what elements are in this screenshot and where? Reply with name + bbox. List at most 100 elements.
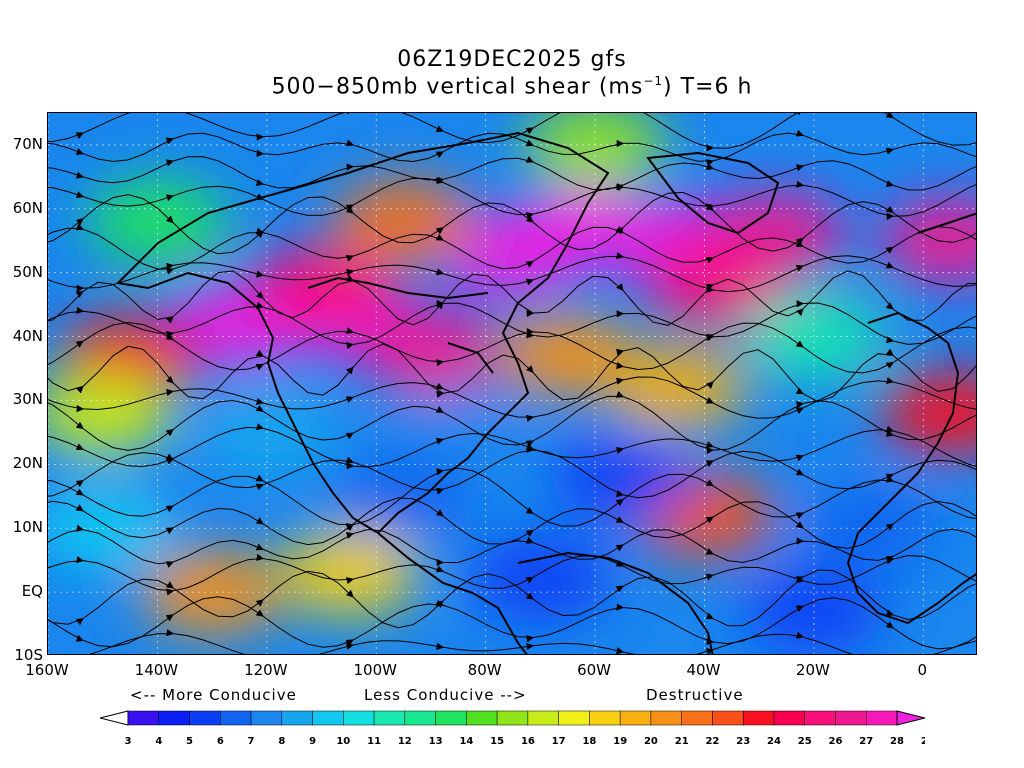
streamline-arrow <box>435 176 445 184</box>
streamline-arrow <box>436 600 445 607</box>
colorbar-swatch <box>220 710 252 726</box>
streamline-arrow <box>76 421 84 430</box>
streamline-arrow <box>165 505 174 512</box>
streamline-arrow <box>525 507 534 514</box>
colorbar-tick-label: 5 <box>186 736 193 747</box>
streamline-arrow <box>256 599 264 607</box>
streamline-arrow <box>886 377 895 384</box>
streamline-arrow <box>886 425 895 433</box>
streamline-arrow <box>76 617 84 625</box>
colorbar-tick-label: 26 <box>829 736 843 747</box>
lon-label: 80W <box>467 661 502 679</box>
lat-label: 20N <box>12 454 43 473</box>
streamline-arrow <box>166 629 175 637</box>
streamline-arrow <box>345 432 355 440</box>
lat-label: 30N <box>12 390 43 409</box>
streamline-arrow <box>615 544 624 552</box>
streamline-arrow <box>76 524 85 532</box>
streamline-arrow <box>796 401 805 409</box>
colorbar-swatch <box>650 710 682 726</box>
streamline-arrow <box>796 632 805 639</box>
streamline-arrow <box>435 406 445 413</box>
colorbar-swatch <box>496 710 529 726</box>
streamline-arrow <box>706 446 715 454</box>
streamline-arrow <box>616 447 625 454</box>
streamline-arrow <box>616 310 625 318</box>
streamline-arrow <box>886 147 895 155</box>
colorbar-swatch <box>865 710 898 726</box>
streamline-arrow <box>616 498 624 506</box>
streamline-arrow <box>706 612 715 620</box>
streamline-arrow <box>616 348 625 356</box>
colorbar-tick-label: 16 <box>521 736 535 747</box>
colorbar-swatch <box>742 710 775 726</box>
streamline-arrow <box>346 342 355 350</box>
streamline-arrow <box>525 127 534 134</box>
streamline-arrow <box>166 159 175 167</box>
colorbar-tick-label: 8 <box>278 736 285 747</box>
streamline-arrow <box>346 113 350 115</box>
colorbar-swatch <box>189 710 221 726</box>
streamline-arrow <box>616 252 625 260</box>
streamline-arrow <box>256 227 265 235</box>
streamline-arrow <box>76 284 85 292</box>
streamline-arrow <box>706 144 715 152</box>
lat-label: 10S <box>14 646 43 664</box>
streamline-arrow <box>705 441 715 448</box>
streamline-arrow <box>796 537 805 545</box>
streamline-arrow <box>346 206 354 214</box>
colorbar-swatch <box>773 710 805 726</box>
streamline-arrow <box>436 268 445 276</box>
streamline-arrow <box>345 396 355 403</box>
streamline-arrow <box>616 603 625 611</box>
colorbar-tick-label: 6 <box>217 736 224 747</box>
streamline-arrow <box>345 255 355 262</box>
streamline-arrow <box>166 215 174 224</box>
streamline <box>48 177 976 217</box>
streamline-arrow <box>706 573 715 581</box>
colorbar-swatch <box>343 710 375 726</box>
streamline-arrow <box>616 647 625 654</box>
subtitle-superscript: −1 <box>643 74 664 88</box>
streamline-arrow <box>165 561 175 568</box>
colorbar-tick-label: 25 <box>798 736 812 747</box>
streamline-arrow <box>75 488 84 496</box>
streamline-arrow <box>166 376 174 384</box>
colorbar-swatch <box>127 710 160 726</box>
colorbar-swatch <box>312 710 344 726</box>
colorbar-swatch <box>466 710 498 726</box>
streamline-arrow <box>886 212 895 220</box>
streamline-arrow <box>616 362 625 369</box>
colorbar-tick-label: 21 <box>675 736 689 747</box>
streamline-arrow <box>255 483 265 491</box>
streamline-arrow <box>255 349 264 357</box>
streamline-arrow <box>165 453 175 461</box>
streamline-arrow <box>256 398 265 405</box>
streamline <box>48 376 976 419</box>
streamline-arrow <box>76 479 84 487</box>
streamline-arrow <box>616 140 625 148</box>
streamline-arrow <box>75 504 84 512</box>
streamline-arrow <box>886 475 895 483</box>
streamline-arrow <box>435 234 445 241</box>
colorbar-tick-label: 15 <box>490 736 504 747</box>
streamline-arrow <box>76 306 85 314</box>
streamline-arrow <box>76 191 85 198</box>
streamline-arrow <box>526 529 534 537</box>
streamline <box>48 113 976 149</box>
streamline-arrow <box>615 391 625 398</box>
streamline-arrow <box>795 407 805 414</box>
map-subtitle: 500−850mb vertical shear (ms−1) T=6 h <box>0 74 1024 99</box>
streamline-arrow <box>797 113 801 116</box>
streamline-arrow <box>886 206 894 214</box>
streamline-arrow <box>526 365 534 374</box>
colorbar-swatch <box>712 710 744 726</box>
subtitle-prefix: 500−850mb vertical shear (ms <box>271 74 644 100</box>
colorbar-swatch <box>158 710 190 726</box>
streamline-arrow <box>166 388 175 396</box>
streamline-arrow <box>166 262 175 270</box>
colorbar-tick-label: 3 <box>125 736 132 747</box>
streamline-arrow <box>795 512 805 519</box>
colorbar-tick-label: 12 <box>398 736 412 747</box>
streamline-arrow <box>705 257 715 264</box>
